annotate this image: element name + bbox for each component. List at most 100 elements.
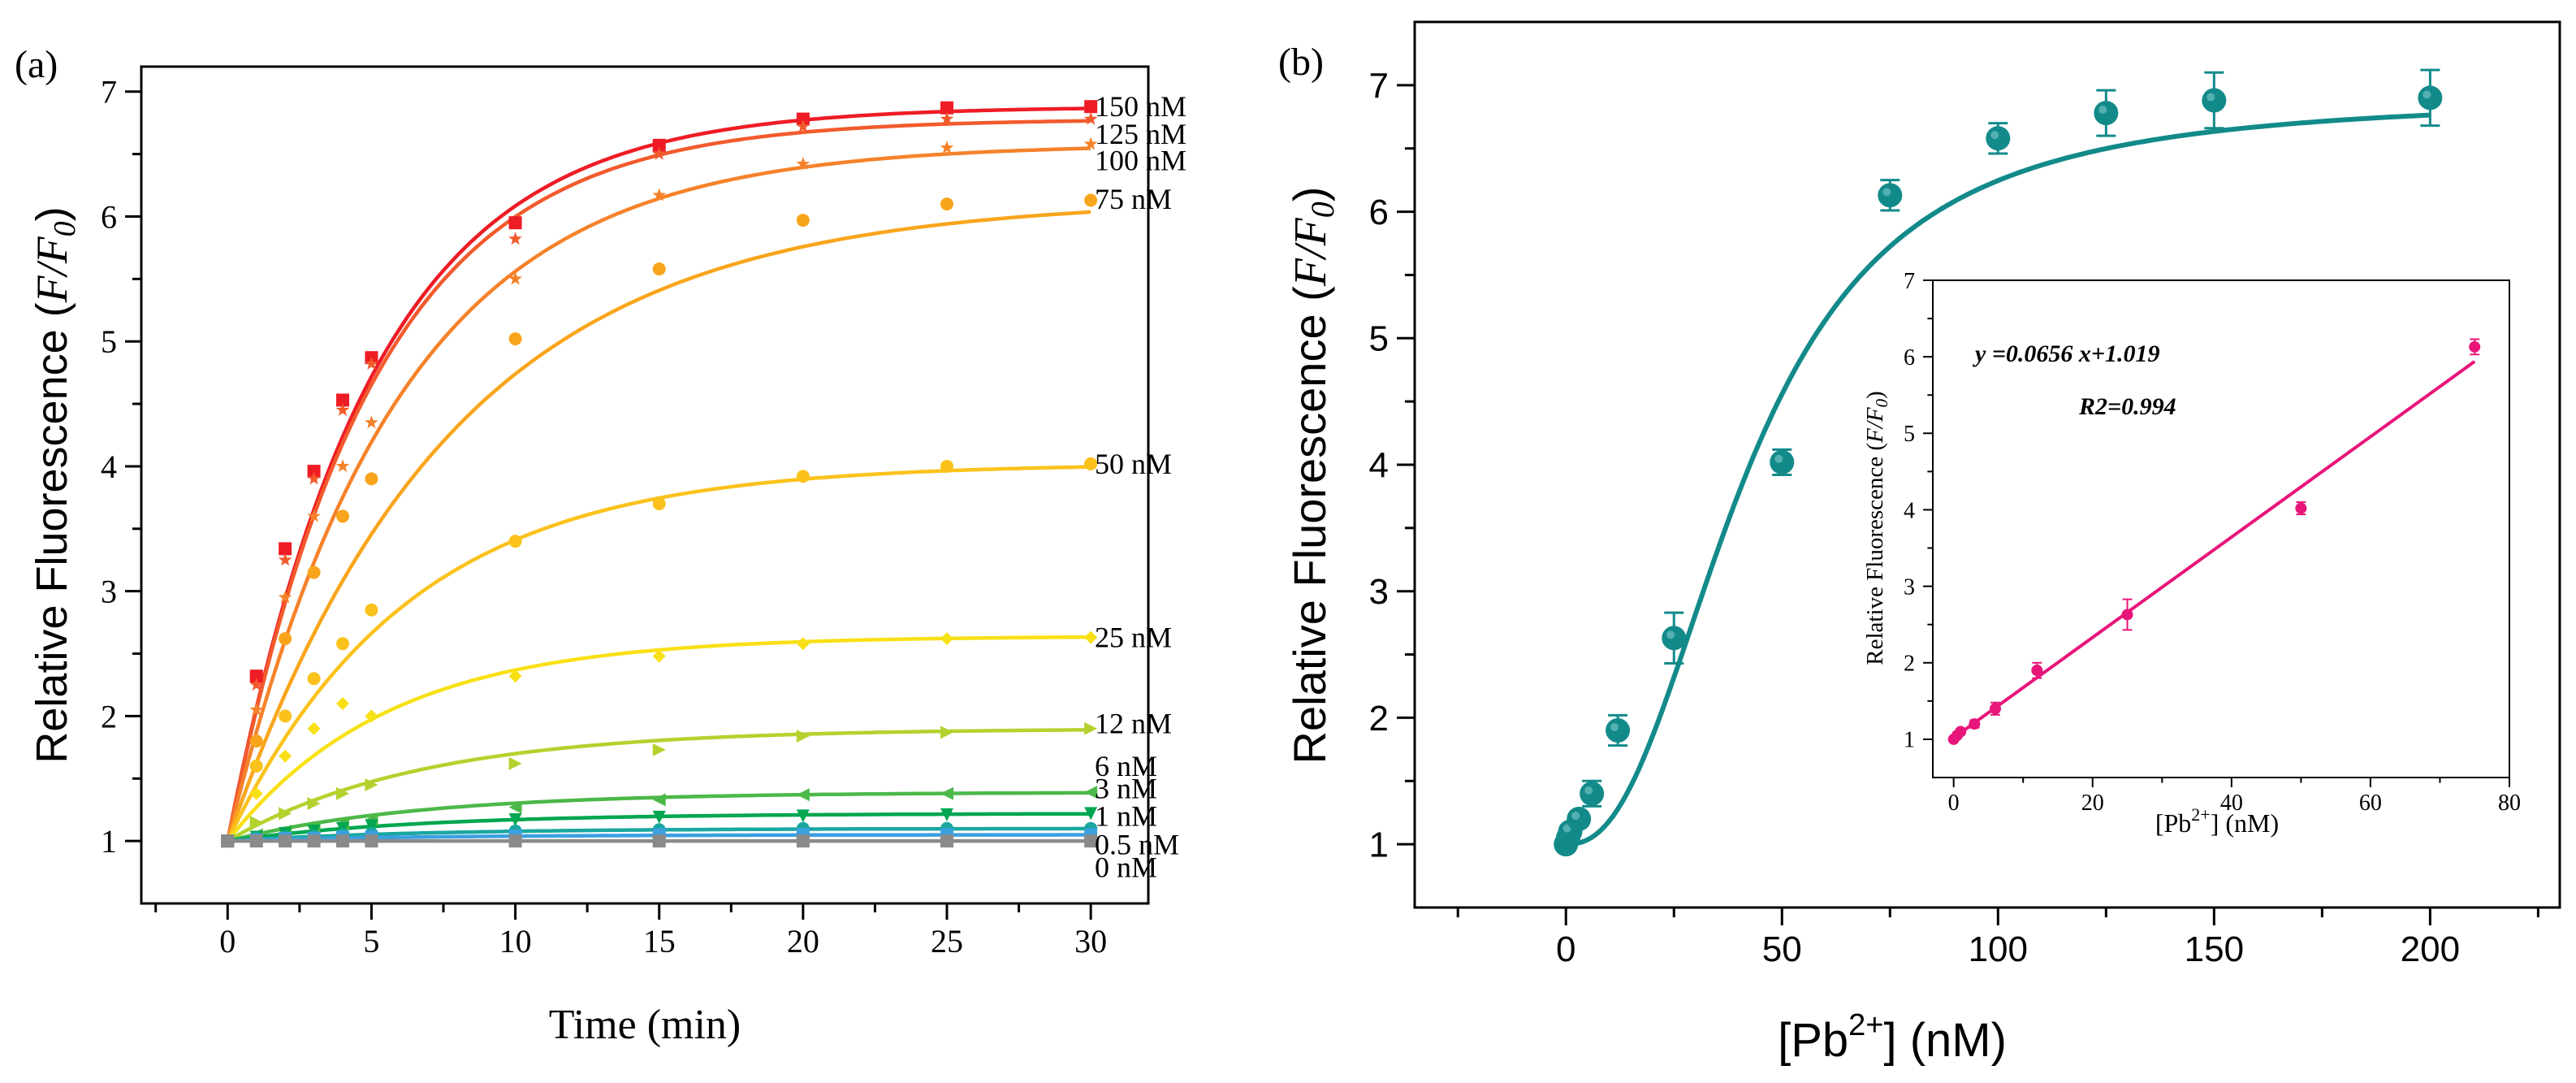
inset-y-axis-label: Relative Fluorescence (F/F0) bbox=[1862, 391, 1891, 665]
data-point bbox=[279, 834, 292, 848]
x-tick-label: 0 bbox=[219, 923, 236, 960]
data-point bbox=[652, 497, 666, 511]
series-label: 75 nM bbox=[1095, 183, 1172, 215]
x-tick-label: 150 bbox=[2185, 929, 2244, 969]
inset-data-points bbox=[1947, 338, 2481, 745]
data-point bbox=[1986, 126, 2011, 151]
y-tick-label: 4 bbox=[1904, 498, 1915, 523]
data-point bbox=[1567, 807, 1592, 831]
y-tick-label: 5 bbox=[1369, 319, 1389, 359]
fit-curve-75-nM bbox=[226, 210, 1091, 842]
data-point bbox=[249, 702, 264, 716]
data-point bbox=[796, 112, 810, 126]
panel-a-x-axis-label: Time (min) bbox=[549, 1002, 741, 1048]
panel-b-y-axis-label: Relative Fluorescence (F/F0) bbox=[1284, 187, 1341, 765]
data-point bbox=[1955, 726, 1967, 738]
data-point bbox=[940, 632, 953, 646]
panel-b-x-axis-label: [Pb2+] (nM) bbox=[1778, 1008, 2007, 1067]
data-point-highlight bbox=[1990, 131, 1999, 140]
data-point bbox=[335, 402, 350, 416]
x-tick-label: 0 bbox=[1556, 929, 1575, 969]
data-point bbox=[249, 834, 263, 848]
data-point bbox=[1084, 786, 1098, 799]
y-tick-label: 1 bbox=[101, 823, 117, 860]
x-tick-label: 100 bbox=[1969, 929, 2028, 969]
data-point bbox=[796, 637, 810, 651]
data-point bbox=[508, 332, 522, 346]
data-point bbox=[279, 632, 292, 646]
x-tick-label: 5 bbox=[363, 923, 379, 960]
data-point bbox=[307, 797, 321, 811]
data-point bbox=[1084, 193, 1098, 207]
data-point bbox=[365, 472, 378, 486]
data-point bbox=[940, 726, 953, 739]
series-label: 1 nM bbox=[1095, 799, 1157, 832]
data-point bbox=[336, 697, 349, 711]
data-point bbox=[1083, 111, 1098, 125]
series-label: 0 nM bbox=[1095, 851, 1157, 883]
y-tick-label: 3 bbox=[101, 574, 117, 610]
data-point bbox=[336, 509, 349, 523]
data-point bbox=[335, 459, 350, 473]
data-point bbox=[365, 709, 378, 723]
data-point bbox=[1084, 807, 1098, 821]
data-point-highlight bbox=[1610, 723, 1619, 731]
data-point bbox=[279, 709, 292, 723]
data-point bbox=[249, 678, 264, 691]
panel-b-inset: 0 20 40 60 80 1 2 3 4 5 6 7 y =0.0656 x+1.019 R2=0… bbox=[1862, 269, 2521, 838]
data-point bbox=[508, 756, 522, 770]
data-point bbox=[796, 157, 810, 171]
data-point bbox=[365, 415, 378, 429]
panel-b-data-points bbox=[1554, 68, 2443, 857]
x-tick-label: 0 bbox=[1948, 791, 1960, 816]
data-point bbox=[796, 214, 810, 227]
data-point bbox=[336, 786, 349, 800]
data-point bbox=[279, 807, 292, 821]
data-point bbox=[2295, 502, 2307, 514]
series-label: 6 nM bbox=[1095, 750, 1157, 782]
data-point bbox=[652, 810, 666, 824]
data-point bbox=[278, 552, 292, 566]
x-tick-label: 200 bbox=[2401, 929, 2460, 969]
data-point bbox=[307, 471, 321, 485]
series-label: 125 nM bbox=[1095, 118, 1186, 150]
data-point bbox=[796, 119, 810, 132]
panel-a-y-axis-label: Relative Fluorescence (F/F0) bbox=[28, 206, 82, 763]
data-point bbox=[796, 788, 810, 802]
data-point bbox=[508, 800, 522, 814]
data-point bbox=[307, 721, 321, 735]
y-tick-label: 1 bbox=[1369, 825, 1389, 865]
y-tick-label: 6 bbox=[1904, 345, 1915, 370]
y-tick-label: 7 bbox=[101, 74, 117, 110]
data-point-highlight bbox=[2206, 93, 2215, 102]
data-point bbox=[1084, 457, 1098, 470]
data-point-highlight bbox=[1774, 454, 1783, 463]
data-point bbox=[940, 459, 953, 473]
data-point bbox=[940, 101, 953, 115]
series-label: 0.5 nM bbox=[1095, 829, 1179, 861]
data-point bbox=[249, 734, 263, 748]
data-point bbox=[652, 262, 666, 276]
panel-a-frame bbox=[140, 65, 1150, 905]
panel-b-label: (b) bbox=[1278, 41, 1324, 84]
panel-a-y-ticks: 1 2 3 4 5 6 7 bbox=[101, 74, 141, 860]
data-point bbox=[279, 542, 292, 556]
y-tick-label: 7 bbox=[1369, 66, 1389, 106]
data-point bbox=[336, 393, 349, 407]
data-point bbox=[2418, 85, 2443, 110]
data-point bbox=[1662, 626, 1687, 651]
data-point bbox=[508, 669, 522, 683]
data-point bbox=[1969, 718, 1981, 730]
panel-b-x-ticks: 0 50 100 150 200 bbox=[1456, 908, 2539, 969]
series-label: 50 nM bbox=[1095, 448, 1172, 480]
sigmoid-fit-curve bbox=[1566, 112, 2431, 847]
inset-equation: y =0.0656 x+1.019 bbox=[1973, 340, 2160, 367]
data-point bbox=[307, 834, 321, 848]
series-label: 12 nM bbox=[1095, 708, 1172, 740]
data-point bbox=[508, 271, 522, 285]
y-tick-label: 3 bbox=[1904, 574, 1915, 600]
data-point-highlight bbox=[2098, 106, 2107, 115]
data-point bbox=[249, 759, 263, 773]
